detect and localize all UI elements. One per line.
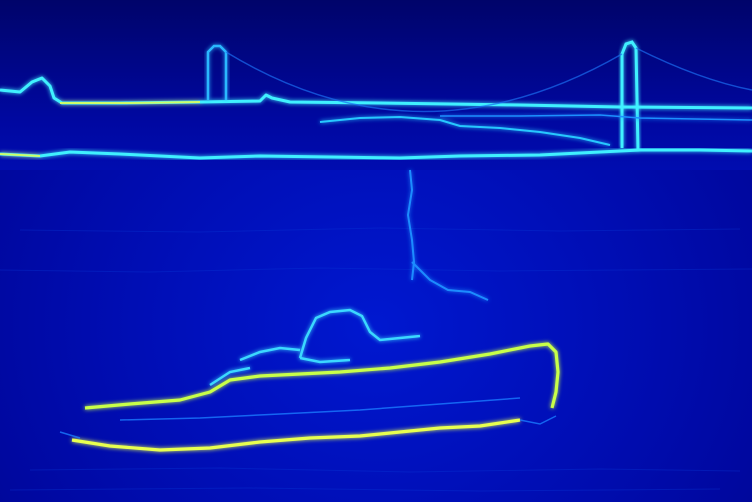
boat-mast-edge	[406, 169, 489, 301]
hills-edge	[319, 114, 752, 146]
water-texture	[0, 227, 752, 492]
bridge-tower-left	[206, 44, 228, 100]
bridge-deck-edge	[0, 76, 752, 110]
waterline-edge	[0, 148, 752, 160]
bridge-cable	[225, 47, 752, 113]
bridge-tower-right	[620, 40, 640, 151]
boat-reflection-edge	[59, 397, 557, 439]
sky-region	[0, 0, 752, 170]
boat-hull-edge	[71, 418, 521, 452]
boat-cabin-edge	[209, 308, 421, 387]
boat-deck-edge	[84, 342, 560, 410]
